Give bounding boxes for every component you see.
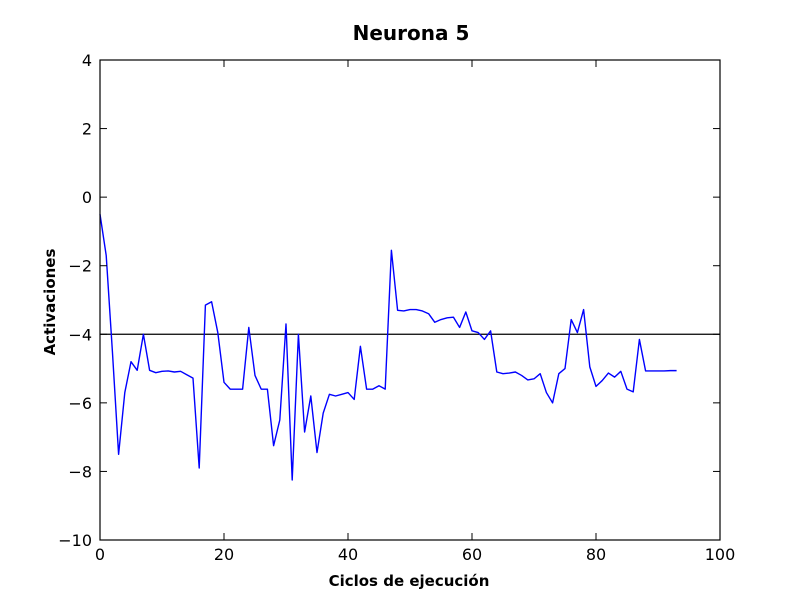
x-tick-label: 100 bbox=[705, 545, 736, 564]
y-tick-label: −4 bbox=[68, 325, 92, 344]
chart-title: Neurona 5 bbox=[353, 21, 470, 45]
y-tick-label: 0 bbox=[82, 188, 92, 207]
y-axis-label: Activaciones bbox=[41, 249, 59, 356]
x-tick-label: 40 bbox=[338, 545, 358, 564]
series-line bbox=[99, 214, 677, 481]
y-tick-label: −2 bbox=[68, 257, 92, 276]
y-tick-label: −10 bbox=[58, 531, 92, 550]
x-axis-label: Ciclos de ejecución bbox=[329, 572, 490, 590]
x-tick-label: 60 bbox=[462, 545, 482, 564]
y-tick-label: 4 bbox=[82, 51, 92, 70]
series-layer bbox=[99, 214, 677, 481]
y-tick-label: 2 bbox=[82, 120, 92, 139]
x-tick-label: 20 bbox=[214, 545, 234, 564]
x-tick-label: 80 bbox=[586, 545, 606, 564]
x-tick-label: 0 bbox=[95, 545, 105, 564]
plot-frame bbox=[99, 59, 721, 541]
y-tick-label: −6 bbox=[68, 394, 92, 413]
y-tick-label: −8 bbox=[68, 462, 92, 481]
